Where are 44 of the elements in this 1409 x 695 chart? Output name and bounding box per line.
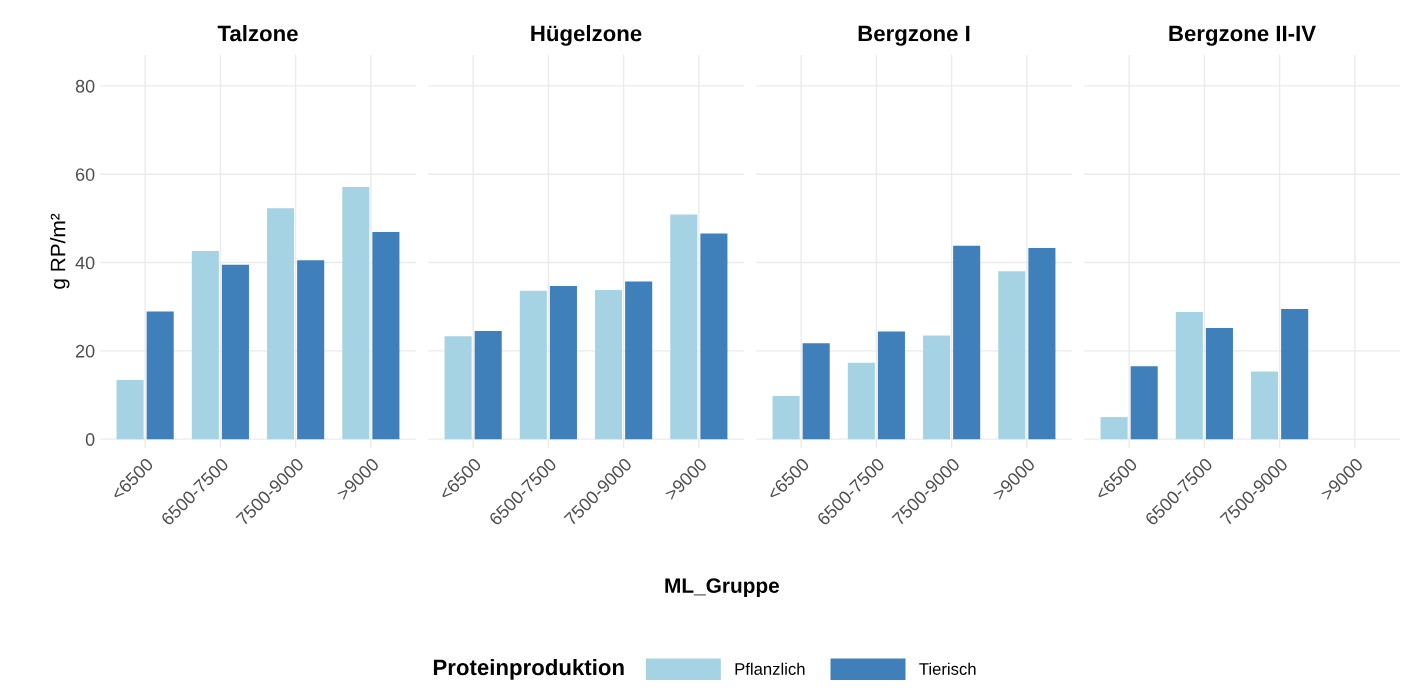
bar [1130, 366, 1158, 440]
bar [267, 208, 295, 440]
bar [297, 260, 325, 440]
bar [116, 380, 144, 440]
legend-title: Proteinproduktion [433, 658, 624, 680]
y-tick-label: 80 [75, 79, 95, 93]
bar [191, 251, 219, 440]
bar [1281, 308, 1309, 440]
bar [1175, 312, 1203, 440]
chart-title: Hügelzone [531, 25, 642, 46]
legend-label: Pflanzlich [735, 662, 805, 675]
bar [595, 289, 623, 440]
bar [877, 331, 905, 440]
bar [444, 336, 472, 440]
bar [342, 187, 370, 440]
bar [372, 232, 400, 440]
bar [1028, 247, 1056, 440]
y-tick-label: 0 [85, 433, 95, 446]
bar [519, 290, 547, 440]
bar [625, 281, 653, 440]
bar [549, 285, 577, 440]
bar [998, 271, 1026, 440]
bar [847, 362, 875, 440]
legend-label: Tierisch [919, 662, 976, 675]
bar [670, 214, 698, 440]
bar [474, 330, 502, 440]
y-axis-title: g RP/m² [50, 213, 70, 289]
bar [1100, 417, 1128, 440]
bar [221, 264, 249, 440]
y-tick-label: 60 [75, 168, 95, 181]
y-tick-label: 20 [75, 344, 95, 358]
bar [1205, 327, 1233, 440]
chart-title: Bergzone I [858, 25, 970, 46]
bar [700, 233, 728, 440]
bar [953, 245, 981, 440]
bar [146, 311, 174, 440]
bar [772, 395, 800, 440]
chart-title: Talzone [217, 25, 298, 42]
bar [923, 335, 951, 440]
y-tick-label: 40 [75, 256, 95, 270]
chart-title: Bergzone II-IV [1169, 25, 1316, 46]
x-axis-title: ML_Gruppe [665, 578, 780, 598]
bar [1251, 371, 1279, 440]
bar [802, 343, 830, 440]
